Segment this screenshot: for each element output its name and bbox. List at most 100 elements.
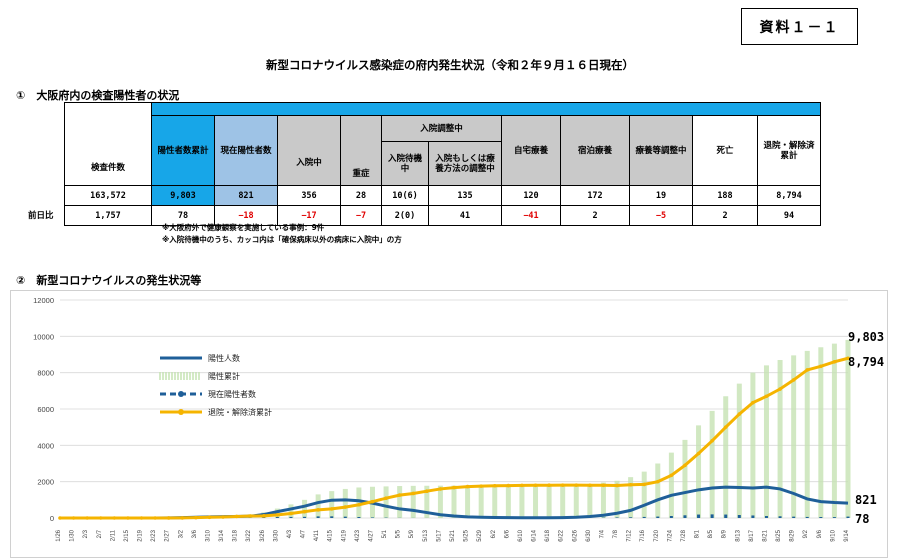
point-recovered (329, 507, 334, 511)
x-tick-label: 9/14 (844, 529, 850, 541)
x-tick-label: 5/25 (464, 529, 470, 541)
x-tick-label: 7/12 (627, 529, 633, 541)
table-row-total: 163,572 9,803 821 356 28 10(6) 135 120 1… (18, 185, 821, 206)
point-recovered (846, 356, 850, 361)
point-recovered (248, 514, 253, 518)
outbreak-line-chart: 0 2000 4000 6000 8000 10000 12000 1/26 1/30 2/3 2/… (10, 290, 888, 558)
point-recovered (764, 394, 769, 399)
header-cum-positive: 陽性者数累計 (151, 115, 215, 186)
x-tick-label: 9/2 (803, 529, 809, 538)
header-current-positive: 現在陽性者数 (214, 115, 278, 186)
point-recovered (58, 516, 62, 520)
x-tick-label: 8/5 (708, 529, 714, 538)
cell-recovered: 8,794 (757, 185, 821, 206)
point-recovered (85, 516, 89, 520)
cell-recup-adjust: 19 (629, 185, 693, 206)
x-tick-label: 5/29 (477, 529, 483, 541)
x-tick-label: 7/16 (640, 529, 646, 541)
x-tick-label: 7/28 (681, 529, 687, 541)
point-recovered (492, 483, 497, 488)
x-tick-label: 2/11 (110, 529, 116, 541)
point-recovered (166, 516, 171, 520)
header-waiting: 入院待機中 (381, 141, 429, 186)
point-recovered (696, 451, 701, 456)
point-recovered (520, 483, 524, 488)
x-tick-label: 4/19 (341, 529, 347, 541)
x-tick-label: 1/30 (70, 529, 76, 541)
legend-label: 陽性人数 (208, 353, 240, 363)
cell-prev-or-method: 41 (428, 205, 502, 226)
point-recovered (628, 482, 633, 487)
x-tick-label: 3/18 (233, 529, 239, 541)
header-recup-adjust: 療養等調整中 (629, 115, 693, 186)
x-tick-label: 3/14 (219, 529, 225, 541)
point-recovered (791, 378, 796, 382)
point-recovered (411, 491, 416, 496)
x-tick-label: 5/9 (409, 529, 415, 538)
point-recovered (207, 515, 212, 520)
point-recovered (710, 438, 714, 443)
cell-prev-tests: 1,757 (64, 205, 152, 226)
x-tick-label: 8/29 (790, 529, 796, 541)
label-current: 821 (855, 493, 877, 507)
header-recovered: 退院・解除済累計 (757, 115, 821, 186)
legend-label: 退院・解除済累計 (208, 407, 272, 417)
x-tick-label: 8/25 (776, 529, 782, 541)
point-recovered (98, 516, 103, 520)
table-notes: ※大阪府外で健康観察を実施している事例：9件 ※入院待機中のうち、カッコ内は「確… (162, 222, 402, 246)
cell-severe: 28 (340, 185, 382, 206)
point-recovered (234, 514, 239, 519)
table-row-prev-day: 前日比 1,757 78 −18 −17 −7 2(0) 41 −41 2 −5… (18, 205, 821, 226)
cell-waiting: 10(6) (381, 185, 429, 206)
point-recovered (588, 483, 592, 488)
point-recovered (425, 489, 429, 494)
x-tick-label: 3/10 (205, 529, 211, 541)
x-tick-label: 3/2 (178, 529, 184, 538)
point-recovered (316, 508, 320, 512)
point-recovered (832, 359, 837, 364)
point-recovered (669, 473, 674, 478)
x-tick-label: 1/26 (56, 529, 62, 541)
x-tick-label: 7/24 (667, 529, 673, 541)
cell-current: 821 (214, 185, 278, 206)
header-tests: 検査件数 (64, 102, 152, 186)
point-recovered (357, 502, 361, 507)
y-tick-label: 10000 (33, 332, 54, 341)
x-tick-label: 5/21 (450, 529, 456, 541)
point-recovered (139, 516, 144, 520)
point-recovered (683, 463, 687, 468)
point-recovered (465, 484, 470, 489)
x-tick-label: 4/3 (287, 529, 293, 538)
point-recovered (452, 485, 456, 490)
page-title: 新型コロナウイルス感染症の府内発生状況（令和２年９月１６日現在） (266, 58, 634, 72)
note-2: ※入院待機中のうち、カッコ内は「確保病床以外の病床に入院中」の方 (162, 235, 402, 244)
x-tick-label: 8/13 (735, 529, 741, 541)
cell-tests: 163,572 (64, 185, 152, 206)
x-tick-label: 6/18 (545, 529, 551, 541)
x-tick-label: 2/15 (124, 529, 130, 541)
y-tick-label: 12000 (33, 296, 54, 305)
point-recovered (506, 483, 511, 488)
cell-prev-death: 2 (692, 205, 758, 226)
x-tick-label: 5/1 (382, 529, 388, 538)
y-tick-label: 8000 (37, 369, 54, 378)
x-tick-label: 6/14 (532, 529, 538, 541)
point-recovered (289, 511, 293, 516)
header-hotel: 宿泊療養 (560, 115, 630, 186)
y-tick-label: 2000 (37, 478, 54, 487)
point-recovered (533, 483, 538, 488)
point-recovered (778, 387, 782, 391)
point-recovered (479, 484, 483, 488)
point-recovered (275, 513, 280, 517)
cell-death: 188 (692, 185, 758, 206)
point-recovered (343, 505, 348, 509)
legend-label: 現在陽性者数 (208, 389, 256, 399)
cell-prev-current: −18 (214, 205, 278, 226)
point-recovered (112, 516, 117, 520)
x-tick-label: 6/10 (518, 529, 524, 541)
header-death: 死亡 (692, 115, 758, 186)
x-tick-label: 6/2 (491, 529, 497, 538)
row-label-prev: 前日比 (28, 210, 54, 221)
header-band (151, 102, 821, 116)
x-tick-label: 7/4 (599, 529, 605, 538)
